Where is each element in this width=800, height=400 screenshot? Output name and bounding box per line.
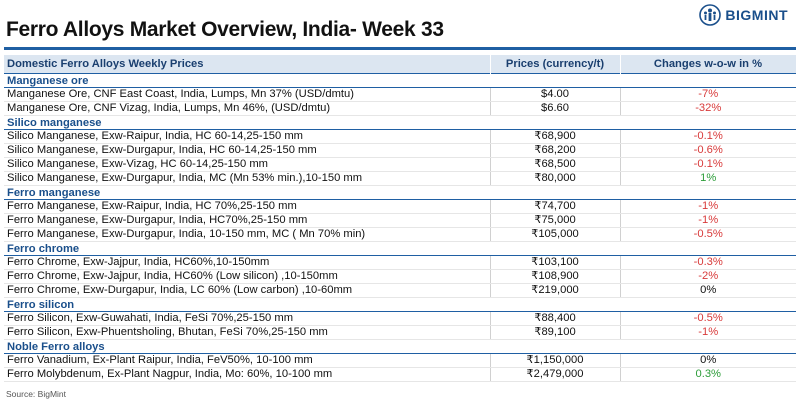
product-cell: Ferro Chrome, Exw-Jajpur, India, HC60% (…	[4, 269, 490, 284]
bigmint-logo-icon	[699, 4, 722, 26]
table-body: Manganese ore Manganese Ore, CNF East Coa…	[4, 73, 796, 382]
logo-text: BIGMINT	[725, 7, 788, 23]
product-cell: Ferro Chrome, Exw-Jajpur, India, HC60%,1…	[4, 255, 490, 270]
table-row: Ferro Manganese, Exw-Raipur, India, HC 7…	[4, 199, 796, 214]
table-header-row: Domestic Ferro Alloys Weekly Prices Pric…	[4, 55, 797, 74]
section-title: Manganese ore	[4, 73, 796, 88]
product-cell: Silico Manganese, Exw-Durgapur, India, H…	[4, 143, 490, 158]
change-cell: -0.1%	[620, 157, 796, 172]
price-cell: ₹68,900	[489, 129, 621, 144]
product-cell: Ferro Molybdenum, Ex-Plant Nagpur, India…	[4, 367, 490, 382]
change-cell: 0%	[620, 283, 796, 298]
title-divider	[4, 47, 796, 50]
column-header-product: Domestic Ferro Alloys Weekly Prices	[4, 55, 491, 74]
section-header-row: Noble Ferro alloys	[4, 339, 796, 354]
price-cell: ₹74,700	[489, 199, 621, 214]
table-row: Ferro Chrome, Exw-Durgapur, India, LC 60…	[4, 283, 796, 298]
product-cell: Manganese Ore, CNF Vizag, India, Lumps, …	[4, 101, 490, 116]
change-cell: -1%	[620, 199, 796, 214]
table-row: Silico Manganese, Exw-Durgapur, India, M…	[4, 171, 796, 186]
section-header-row: Manganese ore	[4, 73, 796, 88]
price-cell: ₹2,479,000	[489, 367, 621, 382]
section-title: Ferro chrome	[4, 241, 796, 256]
table-row: Ferro Chrome, Exw-Jajpur, India, HC60%,1…	[4, 255, 796, 270]
price-cell: ₹105,000	[489, 227, 621, 242]
change-cell: -7%	[620, 87, 796, 102]
table-row: Ferro Vanadium, Ex-Plant Raipur, India, …	[4, 353, 796, 368]
product-cell: Silico Manganese, Exw-Durgapur, India, M…	[4, 171, 490, 186]
product-cell: Ferro Silicon, Exw-Guwahati, India, FeSi…	[4, 311, 490, 326]
page-title: Ferro Alloys Market Overview, India- Wee…	[6, 18, 444, 41]
change-cell: -0.1%	[620, 129, 796, 144]
product-cell: Ferro Manganese, Exw-Raipur, India, HC 7…	[4, 199, 490, 214]
table-row: Ferro Manganese, Exw-Durgapur, India, HC…	[4, 213, 796, 228]
column-header-change: Changes w-o-w in %	[620, 55, 797, 74]
section-header-row: Ferro silicon	[4, 297, 796, 312]
product-cell: Manganese Ore, CNF East Coast, India, Lu…	[4, 87, 490, 102]
product-cell: Silico Manganese, Exw-Vizag, HC 60-14,25…	[4, 157, 490, 172]
change-cell: -1%	[620, 213, 796, 228]
change-cell: -32%	[620, 101, 796, 116]
section-header-row: Silico manganese	[4, 115, 796, 130]
prices-table: Domestic Ferro Alloys Weekly Prices Pric…	[4, 55, 797, 382]
price-cell: ₹68,500	[489, 157, 621, 172]
section-title: Noble Ferro alloys	[4, 339, 796, 354]
change-cell: 0.3%	[620, 367, 796, 382]
section-title: Silico manganese	[4, 115, 796, 130]
price-cell: ₹68,200	[489, 143, 621, 158]
brand-logo: BIGMINT	[699, 4, 788, 26]
table-row: Manganese Ore, CNF Vizag, India, Lumps, …	[4, 101, 796, 116]
price-cell: $6.60	[489, 101, 621, 116]
section-title: Ferro manganese	[4, 185, 796, 200]
price-cell: ₹103,100	[489, 255, 621, 270]
table-row: Silico Manganese, Exw-Vizag, HC 60-14,25…	[4, 157, 796, 172]
section-title: Ferro silicon	[4, 297, 796, 312]
price-cell: ₹80,000	[489, 171, 621, 186]
price-cell: ₹108,900	[489, 269, 621, 284]
change-cell: -2%	[620, 269, 796, 284]
change-cell: 1%	[620, 171, 796, 186]
product-cell: Ferro Chrome, Exw-Durgapur, India, LC 60…	[4, 283, 490, 298]
product-cell: Ferro Manganese, Exw-Durgapur, India, 10…	[4, 227, 490, 242]
table-row: Ferro Silicon, Exw-Guwahati, India, FeSi…	[4, 311, 796, 326]
change-cell: 0%	[620, 353, 796, 368]
change-cell: -0.5%	[620, 227, 796, 242]
table-row: Manganese Ore, CNF East Coast, India, Lu…	[4, 87, 796, 102]
change-cell: -1%	[620, 325, 796, 340]
source-note: Source: BigMint	[6, 389, 66, 399]
product-cell: Ferro Manganese, Exw-Durgapur, India, HC…	[4, 213, 490, 228]
table-row: Silico Manganese, Exw-Raipur, India, HC …	[4, 129, 796, 144]
product-cell: Silico Manganese, Exw-Raipur, India, HC …	[4, 129, 490, 144]
change-cell: -0.3%	[620, 255, 796, 270]
price-cell: ₹75,000	[489, 213, 621, 228]
price-cell: ₹88,400	[489, 311, 621, 326]
table-row: Ferro Chrome, Exw-Jajpur, India, HC60% (…	[4, 269, 796, 284]
change-cell: -0.5%	[620, 311, 796, 326]
product-cell: Ferro Vanadium, Ex-Plant Raipur, India, …	[4, 353, 490, 368]
change-cell: -0.6%	[620, 143, 796, 158]
price-cell: $4.00	[489, 87, 621, 102]
table-row: Silico Manganese, Exw-Durgapur, India, H…	[4, 143, 796, 158]
table-row: Ferro Molybdenum, Ex-Plant Nagpur, India…	[4, 367, 796, 382]
product-cell: Ferro Silicon, Exw-Phuentsholing, Bhutan…	[4, 325, 490, 340]
price-cell: ₹219,000	[489, 283, 621, 298]
price-cell: ₹1,150,000	[489, 353, 621, 368]
column-header-price: Prices (currency/t)	[490, 55, 621, 74]
price-cell: ₹89,100	[489, 325, 621, 340]
section-header-row: Ferro manganese	[4, 185, 796, 200]
section-header-row: Ferro chrome	[4, 241, 796, 256]
table-row: Ferro Silicon, Exw-Phuentsholing, Bhutan…	[4, 325, 796, 340]
table-row: Ferro Manganese, Exw-Durgapur, India, 10…	[4, 227, 796, 242]
